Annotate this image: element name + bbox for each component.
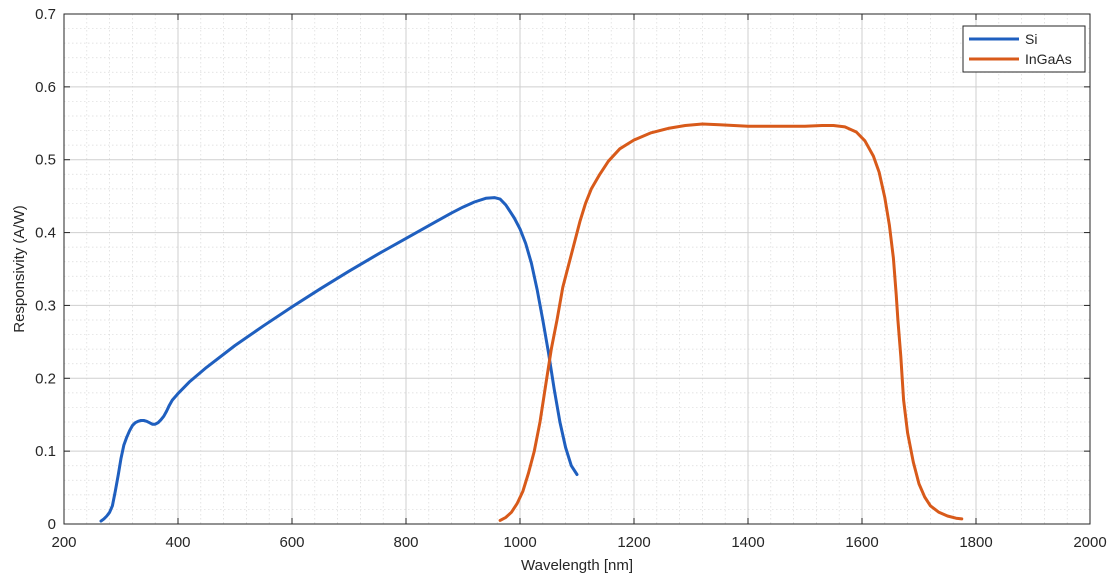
plot-area-background — [64, 14, 1090, 524]
series-layer — [99, 122, 964, 523]
x-tick-label: 2000 — [1073, 534, 1106, 551]
legend: Si InGaAs — [962, 25, 1086, 73]
x-tick-label: 1600 — [845, 534, 878, 551]
x-axis-ticks: 200 400 600 800 1000 1200 1400 1600 1800 2000 — [51, 14, 1107, 551]
x-tick-label: 1200 — [617, 534, 650, 551]
y-tick-label: 0.6 — [35, 79, 56, 96]
plot-area-frame — [63, 13, 1091, 525]
y-axis-ticks: 0 0.1 0.2 0.3 0.4 0.5 0.6 0.7 — [35, 6, 1090, 533]
y-tick-label: 0.5 — [35, 152, 56, 169]
x-tick-label: 1400 — [731, 534, 764, 551]
series-line-ingaas — [498, 122, 964, 522]
x-tick-label: 1800 — [959, 534, 992, 551]
y-tick-label: 0.7 — [35, 6, 56, 23]
x-axis-label: Wavelength [nm] — [521, 557, 633, 574]
y-tick-label: 0.4 — [35, 225, 56, 242]
y-tick-label: 0 — [48, 516, 56, 533]
legend-label-si: Si — [1025, 31, 1037, 47]
legend-label-ingaas: InGaAs — [1025, 51, 1072, 67]
y-tick-label: 0.2 — [35, 370, 56, 387]
legend-box — [962, 25, 1086, 73]
x-tick-label: 200 — [51, 534, 76, 551]
y-axis-label: Responsivity (A/W) — [11, 205, 28, 333]
x-tick-label: 600 — [279, 534, 304, 551]
x-tick-label: 1000 — [503, 534, 536, 551]
x-tick-label: 400 — [165, 534, 190, 551]
y-tick-label: 0.1 — [35, 443, 56, 460]
x-tick-label: 800 — [393, 534, 418, 551]
y-tick-label: 0.3 — [35, 297, 56, 314]
series-line-si — [99, 196, 579, 523]
